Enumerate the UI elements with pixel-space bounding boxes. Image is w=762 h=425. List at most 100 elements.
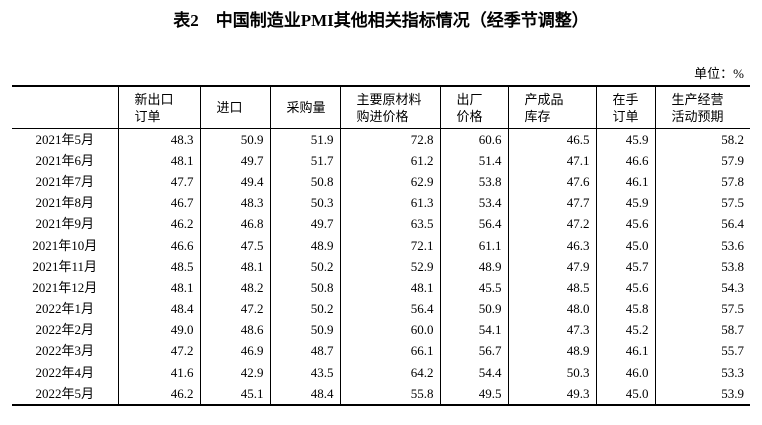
row-label: 2021年8月 <box>35 195 94 211</box>
row-label: 2021年9月 <box>35 216 94 232</box>
table-cell: 52.9 <box>339 256 440 278</box>
table-cell: 66.1 <box>339 340 440 363</box>
table-cell: 50.2 <box>269 256 340 278</box>
table-row: 2022年4月 41.6 42.9 43.5 64.2 54.4 50.3 46.0 53.3 <box>12 362 750 384</box>
table-row: 2021年9月 46.2 46.8 49.7 63.5 56.4 47.2 45.6 56.4 <box>12 213 750 235</box>
pmi-table: 新出口 订单 进口 采购量 主要原材料 购进价格 出厂 价格 产成品 库存 在手 订单 生产经… <box>12 85 750 407</box>
table-cell: 51.4 <box>439 150 508 172</box>
table-cell: 47.2 <box>117 340 200 363</box>
table-cell: 49.5 <box>439 383 508 407</box>
table-cell: 51.9 <box>269 128 340 151</box>
table-cell: 60.0 <box>339 319 440 341</box>
table-cell: 61.3 <box>339 192 440 214</box>
table-cell: 47.2 <box>507 213 596 235</box>
table-row: 2022年1月 48.4 47.2 50.2 56.4 50.9 48.0 45.8 57.5 <box>12 298 750 320</box>
table-cell: 56.4 <box>654 213 750 235</box>
table-cell: 46.5 <box>507 128 596 151</box>
table-row: 2021年6月 48.1 49.7 51.7 61.2 51.4 47.1 46.6 57.9 <box>12 150 750 172</box>
table-cell: 46.6 <box>117 234 200 257</box>
table-cell: 47.5 <box>199 234 270 257</box>
table-cell: 49.7 <box>199 150 270 172</box>
table-cell: 45.7 <box>595 256 655 278</box>
table-cell: 49.0 <box>117 319 200 341</box>
table-cell: 50.3 <box>507 362 596 384</box>
header-cell: 出厂 价格 <box>439 85 508 129</box>
table-row: 2021年10月 46.6 47.5 48.9 72.1 61.1 46.3 45.0 53.6 <box>12 234 750 257</box>
table-cell: 47.7 <box>507 192 596 214</box>
row-label: 2021年5月 <box>35 131 94 147</box>
table-cell: 45.6 <box>595 213 655 235</box>
table-cell: 54.4 <box>439 362 508 384</box>
table-cell: 42.9 <box>199 362 270 384</box>
table-cell: 43.5 <box>269 362 340 384</box>
table-cell: 48.3 <box>117 128 200 151</box>
table-row: 2022年5月 46.2 45.1 48.4 55.8 49.5 49.3 45.0 53.9 <box>12 383 750 407</box>
table-cell: 48.3 <box>199 192 270 214</box>
header-row: 新出口 订单 进口 采购量 主要原材料 购进价格 出厂 价格 产成品 库存 在手 订单 生产经… <box>12 85 750 129</box>
table-cell: 46.6 <box>595 150 655 172</box>
table-cell: 45.9 <box>595 128 655 151</box>
table-cell: 61.1 <box>439 234 508 257</box>
table-cell: 53.3 <box>654 362 750 384</box>
table-cell: 46.1 <box>595 340 655 363</box>
table-cell: 72.8 <box>339 128 440 151</box>
table-cell: 50.9 <box>269 319 340 341</box>
table-cell: 46.3 <box>507 234 596 257</box>
table-cell: 49.7 <box>269 213 340 235</box>
table-cell: 56.4 <box>439 213 508 235</box>
table-cell: 48.7 <box>269 340 340 363</box>
table-cell: 72.1 <box>339 234 440 257</box>
table-cell: 53.8 <box>654 256 750 278</box>
row-label: 2022年2月 <box>35 322 94 338</box>
table-cell: 55.8 <box>339 383 440 407</box>
row-label: 2021年6月 <box>35 152 94 168</box>
table-cell: 62.9 <box>339 171 440 193</box>
table-cell: 48.0 <box>507 298 596 320</box>
table-cell: 61.2 <box>339 150 440 172</box>
table-cell: 50.8 <box>269 171 340 193</box>
table-cell: 49.3 <box>507 383 596 407</box>
table-row: 2021年12月 48.1 48.2 50.8 48.1 45.5 48.5 45.6 54.3 <box>12 277 750 299</box>
table-cell: 53.9 <box>654 383 750 407</box>
table-row: 2021年5月 48.3 50.9 51.9 72.8 60.6 46.5 45.9 58.2 <box>12 128 750 151</box>
table-cell: 48.2 <box>199 277 270 299</box>
table-cell: 47.1 <box>507 150 596 172</box>
table-cell: 46.2 <box>117 383 200 407</box>
table-cell: 45.0 <box>595 383 655 407</box>
header-cell: 生产经营 活动预期 <box>654 85 750 129</box>
table-cell: 47.6 <box>507 171 596 193</box>
table-cell: 64.2 <box>339 362 440 384</box>
table-cell: 50.3 <box>269 192 340 214</box>
row-label: 2021年11月 <box>32 258 98 274</box>
table-cell: 46.0 <box>595 362 655 384</box>
table-cell: 48.1 <box>199 256 270 278</box>
row-label: 2021年10月 <box>32 237 98 253</box>
header-cell <box>12 85 118 129</box>
table-cell: 48.9 <box>269 234 340 257</box>
table-cell: 46.9 <box>199 340 270 363</box>
table-cell: 45.6 <box>595 277 655 299</box>
row-label: 2022年4月 <box>35 364 94 380</box>
table-row: 2021年7月 47.7 49.4 50.8 62.9 53.8 47.6 46.1 57.8 <box>12 171 750 193</box>
table-cell: 48.6 <box>199 319 270 341</box>
table-cell: 57.5 <box>654 192 750 214</box>
table-cell: 45.9 <box>595 192 655 214</box>
table-cell: 50.9 <box>439 298 508 320</box>
table-cell: 41.6 <box>117 362 200 384</box>
table-cell: 45.2 <box>595 319 655 341</box>
table-cell: 55.7 <box>654 340 750 363</box>
table-cell: 54.3 <box>654 277 750 299</box>
row-label: 2022年3月 <box>35 343 94 359</box>
header-cell: 在手 订单 <box>595 85 655 129</box>
table-cell: 45.0 <box>595 234 655 257</box>
table-cell: 48.1 <box>339 277 440 299</box>
table-cell: 57.9 <box>654 150 750 172</box>
table-row: 2021年11月 48.5 48.1 50.2 52.9 48.9 47.9 45.7 53.8 <box>12 256 750 278</box>
table-cell: 49.4 <box>199 171 270 193</box>
header-cell: 主要原材料 购进价格 <box>339 85 440 129</box>
table-cell: 58.2 <box>654 128 750 151</box>
title: 表2 中国制造业PMI其他相关指标情况（经季节调整） <box>173 11 589 30</box>
row-label: 2022年1月 <box>35 301 94 317</box>
table-cell: 48.9 <box>439 256 508 278</box>
